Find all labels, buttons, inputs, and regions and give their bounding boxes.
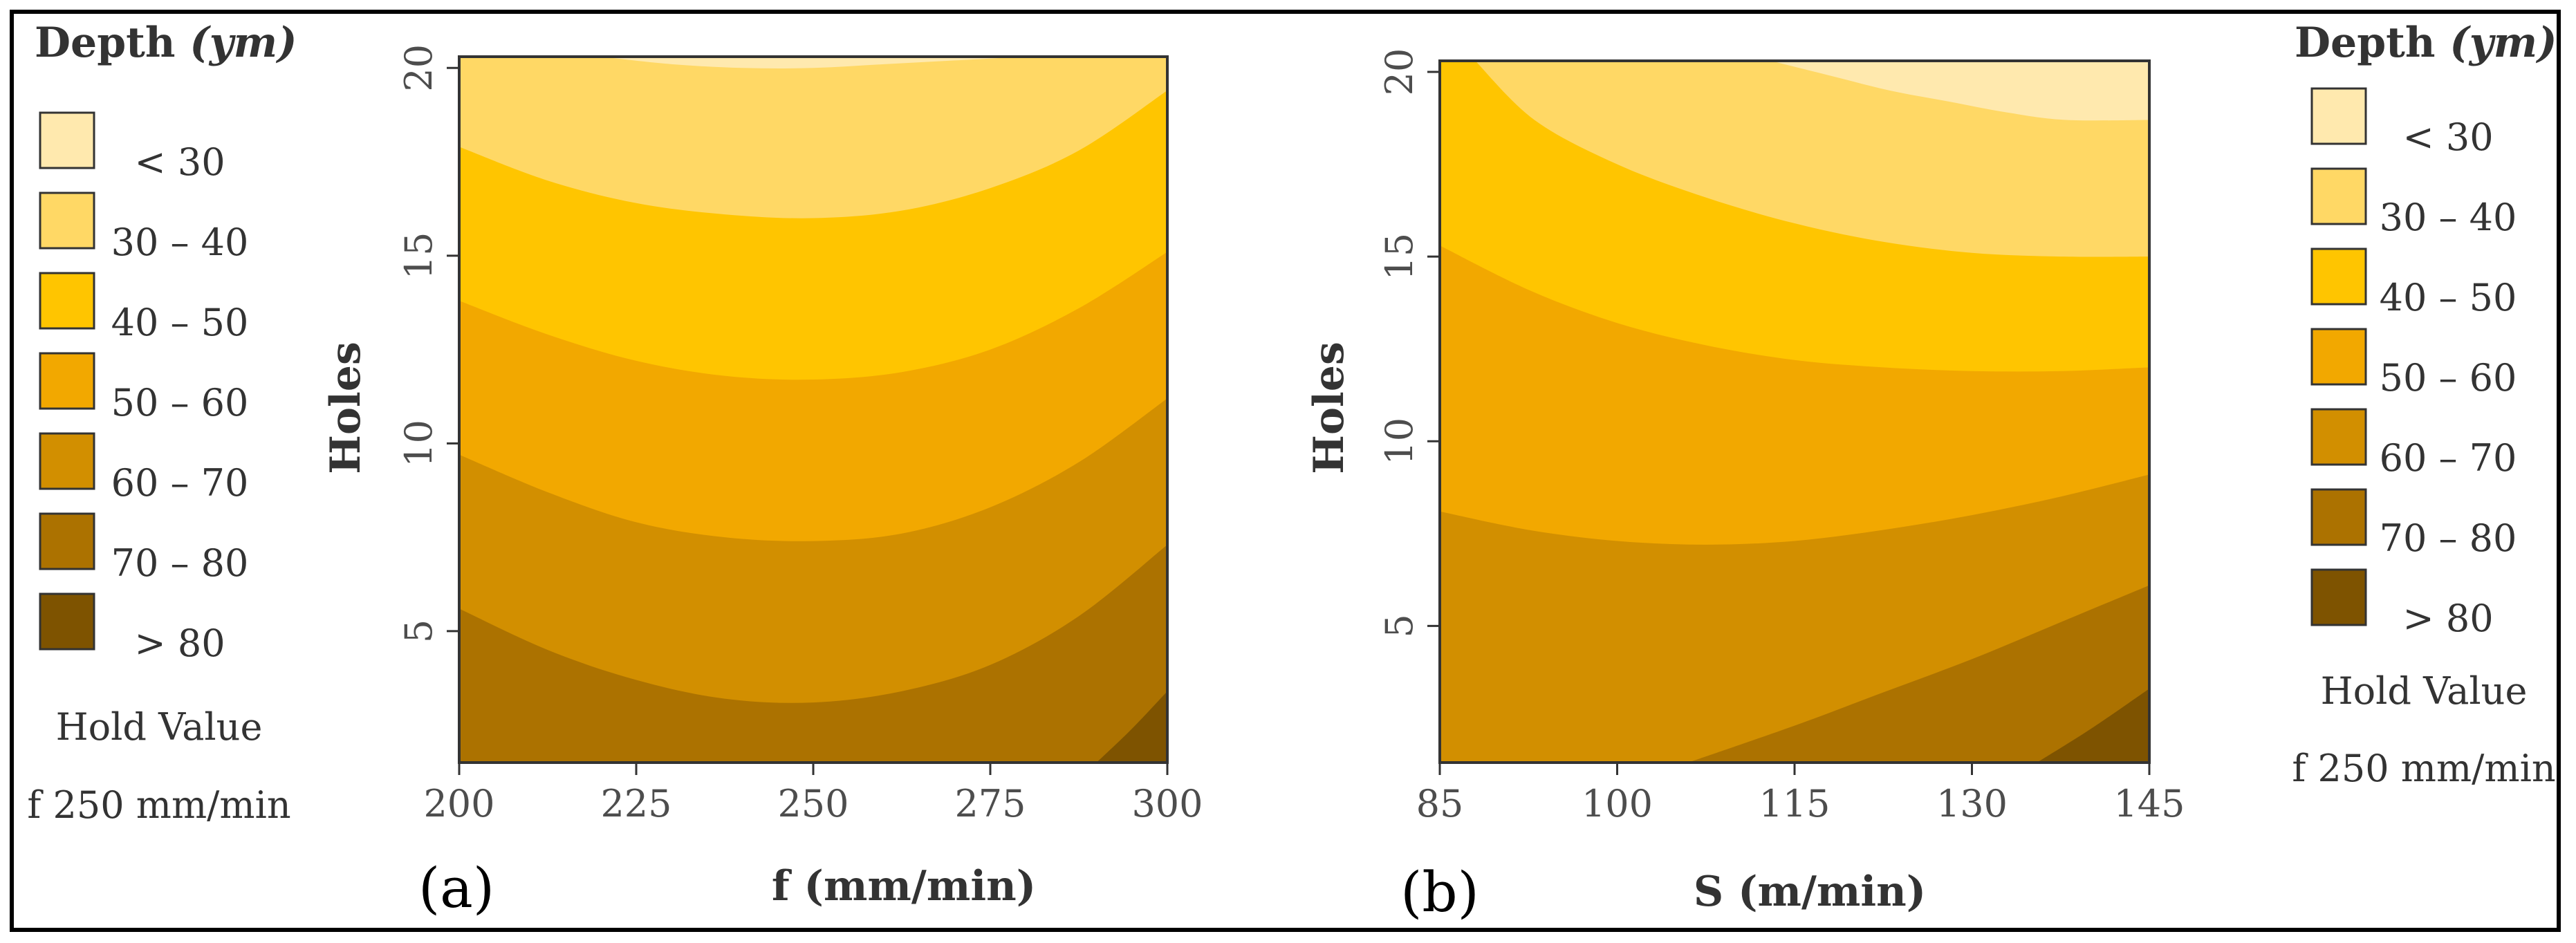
legend-left-hold-title: Hold Value	[56, 705, 263, 749]
chart-a-axes: 200 225 250 275 300 5 10 15 20	[397, 44, 1203, 825]
chart-b-xtick-label-2: 115	[1759, 782, 1830, 825]
legend-right-swatch-0	[2310, 87, 2367, 145]
chart-a-ylabel: Holes	[322, 342, 370, 474]
chart-a-xlabel: f (mm/min)	[772, 862, 1036, 911]
legend-right-swatch-4	[2310, 408, 2367, 466]
chart-b-region-1	[1475, 61, 2149, 257]
legend-right-swatch-6	[2310, 568, 2367, 626]
chart-b-contours	[1440, 61, 2149, 763]
chart-b-xtick-label-4: 145	[2113, 782, 2185, 825]
legend-left: Depth (ym) < 30 30 – 40 40 – 50 50 – 60 60 –…	[27, 19, 297, 827]
chart-a-xtick-label-3: 275	[954, 782, 1026, 825]
legend-left-label-1: 30 – 40	[111, 221, 249, 264]
legend-left-label-6: > 80	[134, 622, 225, 665]
legend-left-hold-value: f 250 mm/min	[27, 783, 290, 827]
legend-left-label-5: 70 – 80	[111, 541, 249, 585]
legend-right-label-3: 50 – 60	[2380, 356, 2517, 400]
chart-b-panel-label: (b)	[1400, 860, 1479, 924]
legend-right-hold-title: Hold Value	[2321, 669, 2528, 713]
legend-right: Depth (ym) < 30 30 – 40 40 – 50 50 – 60 60 –…	[2292, 19, 2557, 790]
chart-b-xtick-label-3: 130	[1936, 782, 2008, 825]
chart-a-ytick-label-3: 20	[397, 44, 441, 92]
legend-right-label-4: 60 – 70	[2380, 436, 2517, 480]
legend-left-label-4: 60 – 70	[111, 461, 249, 505]
chart-a-ytick-label-1: 10	[397, 420, 441, 467]
chart-a-panel-label: (a)	[418, 856, 494, 920]
chart-b-xlabel: S (m/min)	[1694, 868, 1926, 916]
chart-b: 85 100 115 130 145 5 10 15 20 S (m/min) Holes (b…	[1305, 48, 2185, 924]
legend-left-swatch-5	[39, 512, 95, 570]
legend-left-swatch-6	[39, 592, 95, 651]
figure-frame	[10, 10, 2561, 932]
chart-a-region-1	[459, 57, 1167, 218]
chart-b-region-0	[1770, 61, 2149, 121]
chart-a-ytick-label-2: 15	[397, 232, 441, 279]
legend-left-label-0: < 30	[134, 140, 225, 184]
legend-right-swatch-3	[2310, 328, 2367, 386]
chart-b-ylabel: Holes	[1305, 342, 1353, 474]
legend-left-items: < 30 30 – 40 40 – 50 50 – 60 60 – 70 70 – 80 >…	[39, 111, 249, 665]
chart-a-contours	[459, 57, 1167, 763]
chart-a-xtick-label-4: 300	[1131, 782, 1203, 825]
legend-left-title: Depth (ym)	[35, 19, 297, 67]
chart-b-ytick-label-3: 20	[1378, 48, 1421, 96]
legend-left-label-2: 40 – 50	[111, 301, 249, 344]
chart-b-ytick-label-0: 5	[1378, 614, 1421, 637]
chart-b-xtick-label-1: 100	[1582, 782, 1653, 825]
legend-left-swatch-0	[39, 111, 95, 169]
legend-right-swatch-2	[2310, 248, 2367, 306]
legend-right-swatch-1	[2310, 167, 2367, 225]
chart-b-ytick-label-2: 15	[1378, 233, 1421, 281]
chart-a-xtick-label-0: 200	[423, 782, 494, 825]
legend-right-label-1: 30 – 40	[2380, 196, 2517, 239]
legend-right-hold-value: f 250 mm/min	[2292, 747, 2555, 790]
chart-a-xtick-label-2: 250	[777, 782, 849, 825]
chart-a-ytick-label-0: 5	[397, 619, 441, 643]
legend-right-items: < 30 30 – 40 40 – 50 50 – 60 60 – 70 70 – 80 >…	[2310, 87, 2517, 640]
legend-left-swatch-2	[39, 272, 95, 330]
legend-right-label-5: 70 – 80	[2380, 516, 2517, 560]
legend-right-label-2: 40 – 50	[2380, 276, 2517, 319]
legend-left-swatch-1	[39, 192, 95, 250]
chart-a-region-0	[600, 57, 1026, 68]
legend-right-title: Depth (ym)	[2295, 19, 2557, 67]
legend-left-swatch-4	[39, 432, 95, 490]
chart-a-xtick-label-1: 225	[600, 782, 671, 825]
chart-b-ytick-label-1: 10	[1378, 418, 1421, 465]
legend-right-swatch-5	[2310, 488, 2367, 546]
chart-b-xtick-label-0: 85	[1416, 782, 1464, 825]
legend-left-swatch-3	[39, 352, 95, 410]
legend-right-label-6: > 80	[2402, 597, 2493, 640]
legend-left-label-3: 50 – 60	[111, 381, 249, 424]
chart-b-axes: 85 100 115 130 145 5 10 15 20	[1378, 48, 2185, 825]
legend-right-label-0: < 30	[2402, 115, 2493, 159]
